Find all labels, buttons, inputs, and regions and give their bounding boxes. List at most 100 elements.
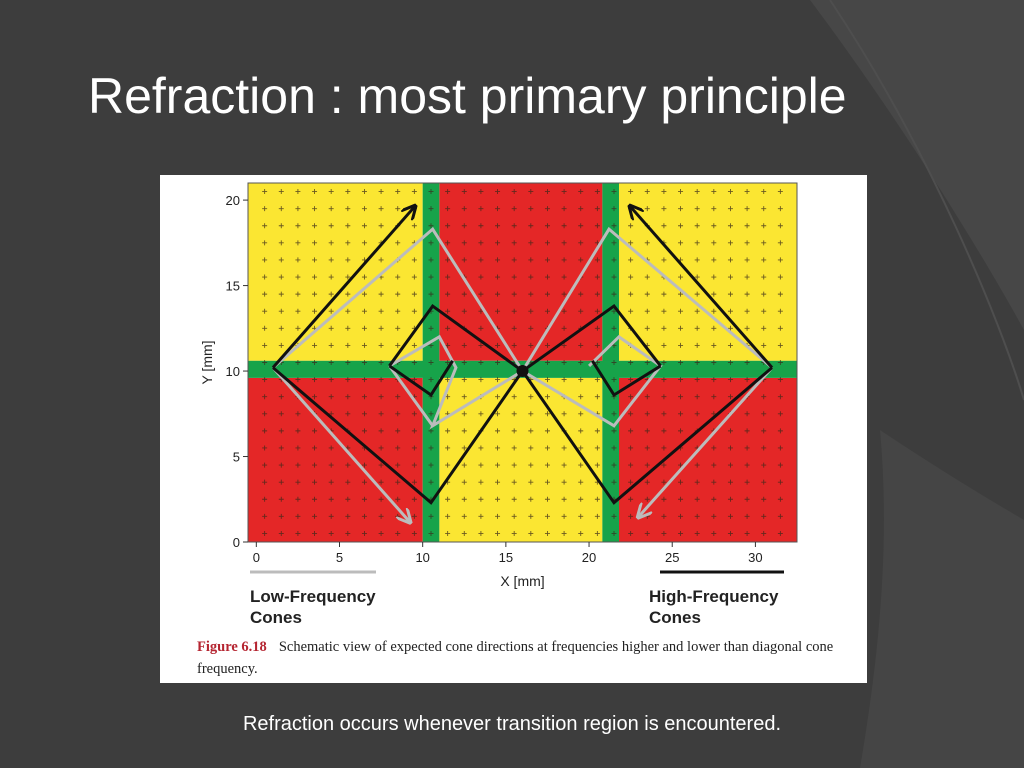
grid-plus-mark — [495, 223, 501, 229]
low-frequency-inner-left-edge — [388, 365, 434, 427]
grid-plus-mark — [428, 240, 434, 246]
grid-plus-mark — [312, 274, 318, 280]
grid-plus-mark — [445, 360, 451, 365]
grid-plus-mark — [711, 377, 717, 383]
grid-plus-mark — [328, 445, 334, 451]
grid-plus-mark — [328, 189, 334, 195]
grid-plus-mark — [312, 462, 318, 468]
grid-plus-mark — [761, 445, 767, 451]
grid-plus-mark — [511, 411, 517, 417]
grid-plus-mark — [578, 496, 584, 502]
grid-plus-mark — [727, 394, 733, 400]
grid-plus-mark — [761, 257, 767, 263]
grid-plus-mark — [661, 496, 667, 502]
grid-plus-mark — [495, 445, 501, 451]
grid-plus-mark — [578, 428, 584, 434]
grid-plus-mark — [361, 377, 367, 383]
grid-plus-mark — [378, 462, 384, 468]
grid-plus-mark — [378, 189, 384, 195]
grid-plus-mark — [578, 257, 584, 263]
grid-plus-mark — [345, 530, 351, 536]
grid-plus-mark — [312, 445, 318, 451]
grid-plus-mark — [345, 513, 351, 519]
grid-plus-mark — [544, 206, 550, 212]
slide-body-text: Refraction occurs whenever transition re… — [242, 713, 782, 735]
grid-plus-mark — [262, 513, 268, 519]
grid-plus-mark — [461, 342, 467, 348]
grid-plus-mark — [428, 462, 434, 468]
grid-plus-mark — [644, 189, 650, 195]
grid-plus-mark — [611, 206, 617, 212]
grid-plus-mark — [578, 342, 584, 348]
grid-plus-mark — [761, 325, 767, 331]
grid-plus-mark — [361, 462, 367, 468]
grid-plus-mark — [395, 394, 401, 400]
grid-plus-mark — [378, 308, 384, 314]
grid-plus-mark — [278, 530, 284, 536]
grid-plus-mark — [528, 257, 534, 263]
grid-plus-mark — [328, 377, 334, 383]
grid-plus-mark — [594, 360, 600, 365]
grid-plus-mark — [777, 411, 783, 417]
grid-plus-mark — [628, 223, 634, 229]
grid-plus-mark — [511, 223, 517, 229]
grid-plus-mark — [628, 411, 634, 417]
grid-plus-mark — [461, 462, 467, 468]
grid-plus-mark — [461, 360, 467, 365]
grid-plus-mark — [312, 479, 318, 485]
grid-plus-mark — [361, 189, 367, 195]
grid-plus-mark — [661, 513, 667, 519]
grid-plus-mark — [561, 308, 567, 314]
grid-plus-mark — [578, 394, 584, 400]
grid-plus-mark — [578, 377, 584, 383]
grid-plus-mark — [694, 394, 700, 400]
grid-plus-mark — [461, 411, 467, 417]
grid-plus-mark — [777, 428, 783, 434]
grid-plus-mark — [661, 394, 667, 400]
grid-plus-mark — [678, 291, 684, 297]
grid-plus-mark — [345, 189, 351, 195]
grid-plus-mark — [544, 530, 550, 536]
grid-plus-mark — [262, 377, 268, 383]
grid-plus-mark — [461, 206, 467, 212]
grid-plus-mark — [495, 308, 501, 314]
grid-plus-mark — [328, 360, 334, 365]
grid-plus-mark — [561, 513, 567, 519]
grid-plus-mark — [694, 325, 700, 331]
grid-plus-mark — [727, 240, 733, 246]
grid-plus-mark — [744, 274, 750, 280]
caption-label: Figure 6.18 — [197, 639, 267, 655]
grid-plus-mark — [644, 496, 650, 502]
grid-plus-mark — [711, 308, 717, 314]
grid-plus-mark — [611, 274, 617, 280]
grid-plus-mark — [744, 240, 750, 246]
grid-plus-mark — [395, 342, 401, 348]
grid-plus-mark — [544, 377, 550, 383]
grid-plus-mark — [661, 377, 667, 383]
grid-plus-mark — [345, 325, 351, 331]
grid-plus-mark — [561, 342, 567, 348]
grid-plus-mark — [711, 189, 717, 195]
grid-plus-mark — [594, 342, 600, 348]
grid-plus-mark — [478, 223, 484, 229]
grid-plus-mark — [611, 223, 617, 229]
grid-plus-mark — [561, 360, 567, 365]
x-axis-label: X [mm] — [500, 573, 544, 589]
grid-plus-mark — [295, 223, 301, 229]
grid-plus-mark — [361, 428, 367, 434]
grid-plus-mark — [678, 513, 684, 519]
grid-plus-mark — [378, 257, 384, 263]
grid-plus-mark — [295, 360, 301, 365]
grid-plus-mark — [661, 479, 667, 485]
grid-plus-mark — [777, 257, 783, 263]
grid-plus-mark — [395, 206, 401, 212]
y-tick-label: 10 — [226, 364, 240, 379]
grid-plus-mark — [428, 342, 434, 348]
grid-plus-mark — [678, 462, 684, 468]
grid-plus-mark — [544, 223, 550, 229]
grid-plus-mark — [661, 189, 667, 195]
grid-plus-mark — [528, 530, 534, 536]
grid-plus-mark — [644, 240, 650, 246]
grid-plus-mark — [328, 223, 334, 229]
grid-plus-mark — [395, 325, 401, 331]
